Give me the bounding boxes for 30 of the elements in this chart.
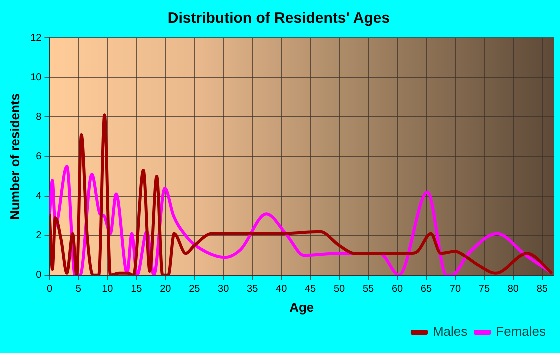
y-tick-label: 10 xyxy=(30,72,42,84)
x-tick-label: 75 xyxy=(478,284,490,296)
x-tick-label: 55 xyxy=(362,284,375,296)
x-tick-label: 65 xyxy=(420,284,432,296)
x-tick-label: 0 xyxy=(46,284,53,296)
x-tick-label: 70 xyxy=(450,284,462,296)
x-tick-label: 5 xyxy=(76,284,82,296)
x-tick-label: 20 xyxy=(160,284,172,296)
x-tick-label: 10 xyxy=(102,284,114,296)
y-tick-label: 2 xyxy=(36,230,42,242)
x-tick-label: 50 xyxy=(334,284,346,296)
x-tick-label: 15 xyxy=(131,284,143,296)
y-tick-label: 4 xyxy=(36,191,42,202)
legend-label: Females xyxy=(496,324,546,340)
y-tick-label: 6 xyxy=(36,151,42,162)
y-axis-title: Number of residents xyxy=(7,93,22,220)
y-tick-label: 0 xyxy=(36,270,42,282)
x-tick-label: 40 xyxy=(276,284,288,296)
legend-label: Males xyxy=(432,324,468,340)
y-tick-label: 8 xyxy=(36,112,42,123)
chart-title: Distribution of Residents' Ages xyxy=(168,10,390,28)
x-tick-label: 60 xyxy=(392,284,404,296)
x-axis-title: Age xyxy=(290,300,314,315)
x-tick-label: 30 xyxy=(218,284,230,296)
x-tick-label: 85 xyxy=(536,284,548,296)
x-tick-label: 80 xyxy=(508,284,520,296)
y-tick-label: 12 xyxy=(30,32,42,44)
x-tick-label: 35 xyxy=(247,284,259,296)
x-tick-label: 25 xyxy=(189,284,201,296)
x-tick-label: 45 xyxy=(304,284,317,296)
